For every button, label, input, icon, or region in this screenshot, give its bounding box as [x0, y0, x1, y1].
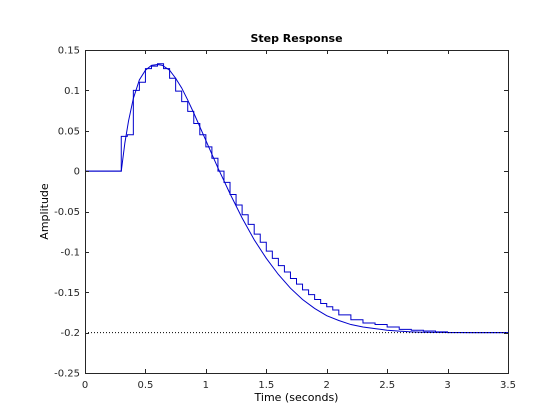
- y-tick-label: -0.25: [54, 369, 80, 380]
- x-tick-label: 1.5: [258, 380, 274, 391]
- plot-area: [85, 50, 508, 373]
- x-tick-label: 1: [203, 380, 209, 391]
- x-tick-label: 3.5: [500, 380, 516, 391]
- y-tick-label: 0: [74, 167, 80, 178]
- x-tick-label: 3: [444, 380, 450, 391]
- y-tick-label: -0.05: [54, 207, 80, 218]
- x-tick-label: 2: [324, 380, 330, 391]
- y-tick-label: -0.15: [54, 288, 80, 299]
- y-tick-label: 0.05: [58, 126, 80, 137]
- ticks-layer: 0 0.5 1 1.5 2 2.5 3 3.5 -0.25 -0.2 -0.15 -0.1 -0.05 0…: [54, 46, 516, 392]
- series-layer: [85, 63, 508, 334]
- x-axis-label: Time (seconds): [254, 391, 339, 404]
- y-tick-label: -0.1: [60, 247, 80, 258]
- y-tick-label: 0.1: [64, 86, 80, 97]
- y-tick-label: -0.2: [60, 328, 80, 339]
- x-tick-label: 0: [82, 380, 88, 391]
- y-axis-label: Amplitude: [38, 183, 51, 240]
- chart-title: Step Response: [250, 32, 342, 45]
- discrete-step-response-series: [85, 63, 508, 334]
- y-tick-label: 0.15: [58, 46, 80, 57]
- x-tick-label: 0.5: [137, 380, 153, 391]
- x-tick-label: 2.5: [379, 380, 395, 391]
